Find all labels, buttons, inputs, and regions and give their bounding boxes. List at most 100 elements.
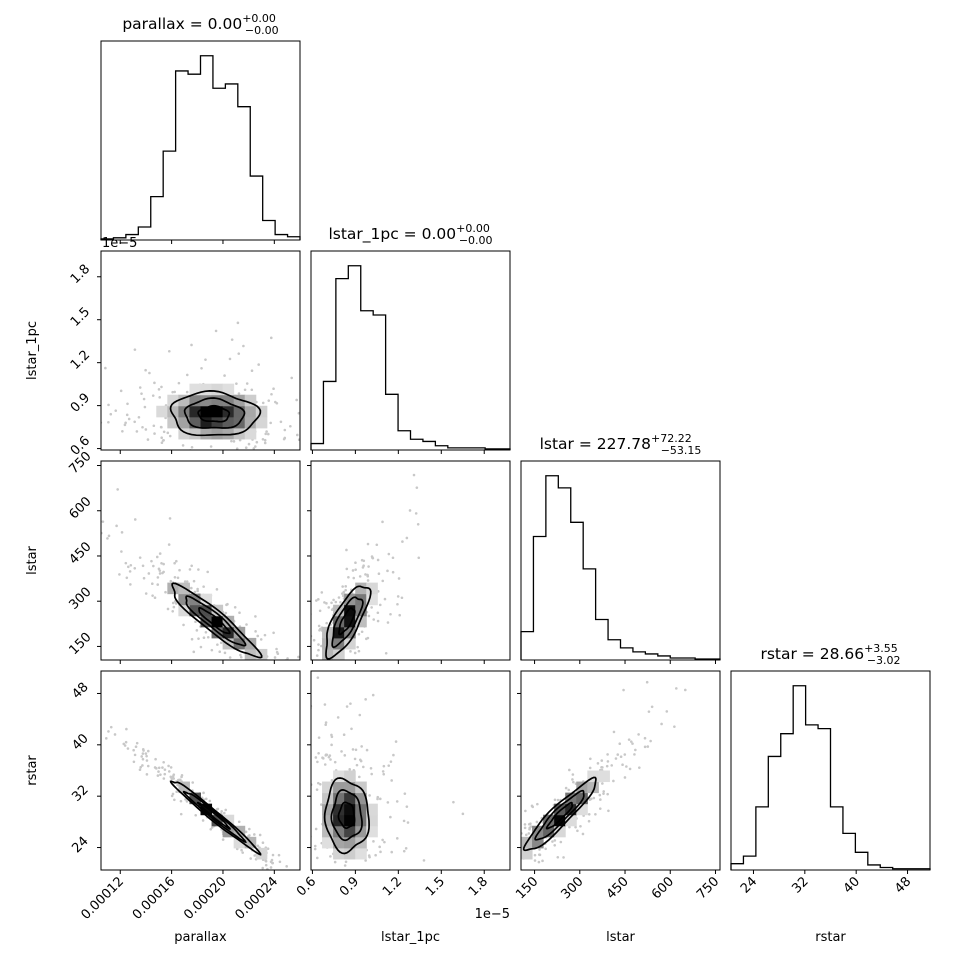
sample-point [79, 567, 82, 570]
sample-point [275, 647, 278, 651]
sample-point [264, 432, 268, 436]
sample-point [141, 564, 145, 568]
density-cell [598, 770, 610, 783]
sample-point [370, 772, 373, 776]
sample-point [255, 440, 259, 444]
sample-point [528, 827, 531, 831]
sample-point [243, 388, 247, 392]
sample-point [145, 759, 149, 762]
sample-point [342, 733, 346, 736]
sample-point [329, 855, 332, 858]
sample-point [391, 556, 395, 560]
sample-point [517, 848, 520, 851]
sample-point [176, 576, 180, 580]
sample-point [233, 606, 237, 609]
sample-point [393, 957, 396, 960]
sample-point [143, 405, 147, 409]
sample-point [179, 799, 183, 803]
sample-point [553, 844, 557, 847]
sample-point [303, 735, 306, 738]
title-sub: −0.00 [459, 234, 493, 247]
sample-point [328, 676, 331, 679]
sample-point [601, 766, 604, 769]
sample-point [226, 602, 229, 606]
sample-point [304, 375, 307, 378]
title-main: lstar = 227.78 [540, 435, 651, 453]
sample-point [389, 760, 393, 764]
sample-point [368, 794, 371, 797]
title-sub: −0.00 [245, 24, 279, 37]
sample-point [141, 748, 145, 751]
density-cell [366, 825, 378, 838]
sample-point [358, 713, 362, 717]
sample-point [182, 623, 185, 627]
sample-point [138, 386, 142, 389]
sample-point [60, 417, 63, 420]
sample-point [367, 882, 370, 885]
sample-point [192, 579, 196, 583]
contour-line [545, 801, 574, 830]
sample-point [140, 392, 143, 395]
sample-point [353, 651, 357, 655]
density-cell [532, 825, 544, 838]
sample-point [650, 705, 654, 709]
sample-point [422, 859, 426, 862]
density-cell [344, 604, 356, 617]
x-tick-label: 48 [892, 874, 914, 896]
sample-point [354, 748, 358, 752]
sample-point [358, 775, 361, 779]
sample-point [383, 597, 387, 601]
sample-point [144, 752, 148, 755]
sample-point [286, 726, 289, 729]
sample-point [382, 764, 386, 768]
sample-point [398, 613, 401, 617]
sample-point [587, 812, 591, 816]
sample-point [344, 661, 347, 664]
sample-point [96, 420, 99, 423]
density-cell [200, 593, 213, 606]
sample-point [223, 651, 227, 655]
sample-point [350, 918, 353, 921]
density-cell [222, 416, 235, 429]
sample-point [623, 753, 627, 756]
sample-point [401, 540, 404, 543]
sample-point [178, 778, 182, 782]
panel-frame [310, 460, 511, 661]
density-cell [521, 847, 533, 860]
sample-point [285, 689, 288, 692]
sample-point [162, 438, 165, 442]
sample-point [172, 777, 176, 780]
sample-point [452, 953, 455, 956]
sample-point [395, 837, 399, 840]
sample-point [381, 579, 385, 583]
sample-point [405, 536, 409, 540]
density-cell [355, 615, 367, 628]
sample-point [272, 812, 275, 815]
sample-point [619, 755, 623, 759]
sample-point [88, 713, 91, 716]
sample-point [328, 754, 332, 757]
sample-point [125, 576, 129, 580]
sample-point [362, 937, 365, 940]
x-axis-label-lstar_1pc: lstar_1pc [381, 930, 440, 945]
sample-point [169, 477, 172, 480]
sample-point [479, 855, 482, 858]
sample-point [190, 445, 194, 449]
sample-point [645, 680, 649, 684]
sample-point [190, 343, 193, 347]
sample-point [245, 674, 248, 677]
sample-point [265, 667, 268, 670]
sample-point [237, 820, 241, 824]
density-cell [211, 615, 224, 628]
sample-point [571, 778, 574, 781]
sample-point [168, 517, 172, 520]
sample-point [602, 790, 606, 793]
sample-point [126, 565, 130, 569]
sample-point [271, 853, 275, 857]
contour-line [325, 585, 372, 660]
sample-point [301, 447, 304, 450]
sample-point [101, 520, 105, 523]
density-cell [255, 405, 268, 418]
sample-point [138, 768, 142, 772]
sample-point [223, 374, 226, 377]
